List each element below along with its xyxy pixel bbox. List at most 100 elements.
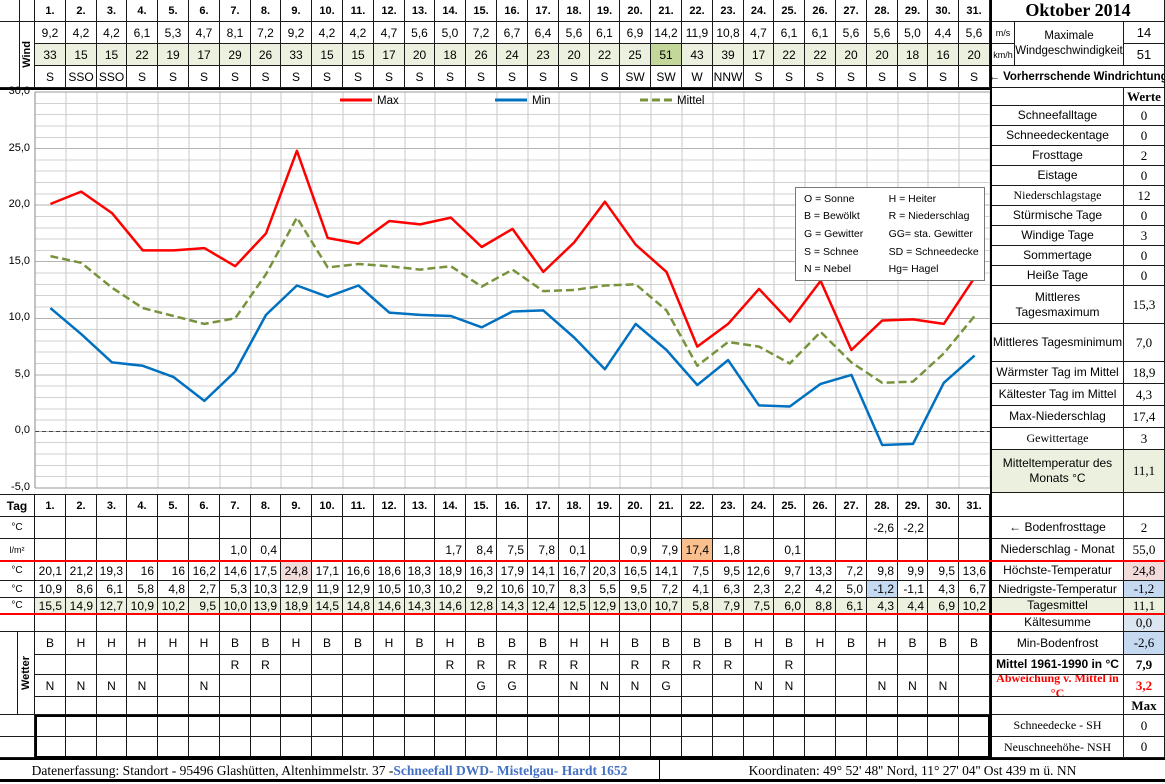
snow-depth-cell — [374, 715, 405, 737]
wind-kmh-cell: 43 — [682, 44, 713, 66]
sky-condition-cell: H — [590, 632, 620, 655]
temperature-chart-plot: MaxMinMittel — [0, 90, 990, 495]
month-title: Oktober 2014 — [992, 0, 1165, 22]
snow-depth-cell — [805, 715, 836, 737]
stat-value: 0 — [1124, 166, 1165, 186]
wind-ms-cell: 9,2 — [35, 22, 66, 44]
ground-frost-cell — [466, 517, 497, 539]
snow-depth-cell — [158, 715, 189, 737]
new-snow-cell — [374, 737, 405, 758]
snow-depth-cell — [435, 715, 466, 737]
temp-min-cell: 12,9 — [343, 581, 374, 598]
temp-mean-cell: 4,3 — [867, 598, 898, 614]
ground-frost-cell — [713, 517, 744, 539]
red-divider-top — [0, 560, 1165, 562]
max-wind-label-line1: Maximale — [1044, 29, 1093, 44]
rain-flag-cell: R — [466, 655, 497, 675]
wind-row-label-text: Wind — [21, 41, 33, 68]
new-snow-cell — [528, 737, 559, 758]
fog-thunder-cell: G — [651, 675, 682, 697]
wind-ms-cell: 7,2 — [466, 22, 497, 44]
wind-direction-cell: NNW — [713, 66, 744, 88]
snow-depth-cell — [774, 715, 805, 737]
precip-cell — [189, 539, 220, 561]
fog-thunder-cell — [528, 675, 559, 697]
temp-max-cell: 13,6 — [959, 561, 990, 581]
empty-cell — [590, 614, 620, 632]
empty-cell — [774, 614, 805, 632]
row-unit-label — [0, 614, 35, 632]
wind-kmh-cell: 18 — [435, 44, 466, 66]
wind-kmh-cell: 29 — [220, 44, 251, 66]
wind-kmh-cell: 15 — [97, 44, 127, 66]
weather-sheet: Wind1.2.3.4.5.6.7.8.9.10.11.12.13.14.15.… — [0, 0, 1165, 784]
max-wind-kmh-value: 51 — [1124, 44, 1165, 66]
rain-flag-cell: R — [559, 655, 590, 675]
wind-ms-cell: 5,6 — [959, 22, 990, 44]
temp-max-cell: 18,6 — [374, 561, 405, 581]
fog-thunder-cell: G — [466, 675, 497, 697]
ground-frost-cell — [805, 517, 836, 539]
stat-value: 24,8 — [1124, 561, 1165, 581]
wind-ms-cell: 6,1 — [805, 22, 836, 44]
tag-header-cell: 18. — [559, 495, 590, 517]
weather-code-entry: Hg= Hagel — [889, 261, 984, 277]
wind-ms-cell: 4,7 — [744, 22, 774, 44]
wind-direction-cell: S — [343, 66, 374, 88]
empty-cell — [713, 697, 744, 715]
footer-dwd-link-text: Schneefall DWD- Mistelgau- Hardt 1652 — [393, 763, 627, 779]
precip-cell: 7,8 — [528, 539, 559, 561]
temp-min-cell: 4,1 — [682, 581, 713, 598]
stat-value: 18,9 — [1124, 362, 1165, 384]
empty-cell — [281, 697, 312, 715]
fog-thunder-cell: N — [774, 675, 805, 697]
chart-legend-label: Min — [532, 95, 551, 107]
empty-cell — [374, 614, 405, 632]
temp-max-cell: 18,3 — [405, 561, 435, 581]
sky-condition-cell: B — [682, 632, 713, 655]
ground-frost-cell — [312, 517, 343, 539]
new-snow-cell — [66, 737, 97, 758]
tag-header-cell: 12. — [374, 495, 405, 517]
y-axis-tick-label: 10,0 — [0, 311, 30, 323]
temp-max-cell: 12,6 — [744, 561, 774, 581]
stat-label: Kältester Tag im Mittel — [992, 384, 1124, 406]
tag-header-cell: 30. — [928, 495, 959, 517]
wind-direction-cell: S — [959, 66, 990, 88]
empty-cell — [805, 614, 836, 632]
temp-mean-cell: 12,8 — [466, 598, 497, 614]
temp-mean-cell: 14,6 — [374, 598, 405, 614]
y-axis-tick-label: 5,0 — [0, 368, 30, 380]
wind-direction-cell: S — [405, 66, 435, 88]
stat-label: Niederschlagstage — [992, 186, 1124, 206]
fog-thunder-cell — [374, 675, 405, 697]
fog-thunder-cell — [805, 675, 836, 697]
tag-header-cell: 1. — [35, 495, 66, 517]
empty-cell — [343, 614, 374, 632]
row-unit-label: °C — [0, 517, 35, 539]
temp-max-cell: 9,5 — [928, 561, 959, 581]
stat-label: Frosttage — [992, 146, 1124, 166]
max-wind-label-line2: Windgeschwindigkeit — [1015, 44, 1122, 59]
temp-max-cell: 9,5 — [713, 561, 744, 581]
new-snow-cell — [220, 737, 251, 758]
weather-code-entry: S = Schnee — [804, 244, 889, 260]
temp-min-cell: 2,3 — [744, 581, 774, 598]
rain-flag-cell — [66, 655, 97, 675]
sky-condition-cell: B — [959, 632, 990, 655]
stat-value: 3 — [1124, 428, 1165, 450]
stat-label: Niederschlag - Monat — [992, 539, 1124, 561]
stat-label: Neuschneehöhe- NSH — [992, 737, 1124, 758]
stat-value: 2 — [1124, 146, 1165, 166]
empty-cell — [682, 697, 713, 715]
wind-kmh-cell: 39 — [713, 44, 744, 66]
ground-frost-cell — [836, 517, 867, 539]
stat-label — [992, 697, 1124, 715]
precip-cell — [312, 539, 343, 561]
empty-cell — [66, 614, 97, 632]
new-snow-cell — [928, 737, 959, 758]
day-header-cell: 18. — [559, 0, 590, 22]
wind-direction-cell: SW — [620, 66, 651, 88]
footer-coordinates-text: Koordinaten: 49° 52' 48'' Nord, 11° 27' … — [749, 763, 1077, 779]
tag-header-cell: 6. — [189, 495, 220, 517]
